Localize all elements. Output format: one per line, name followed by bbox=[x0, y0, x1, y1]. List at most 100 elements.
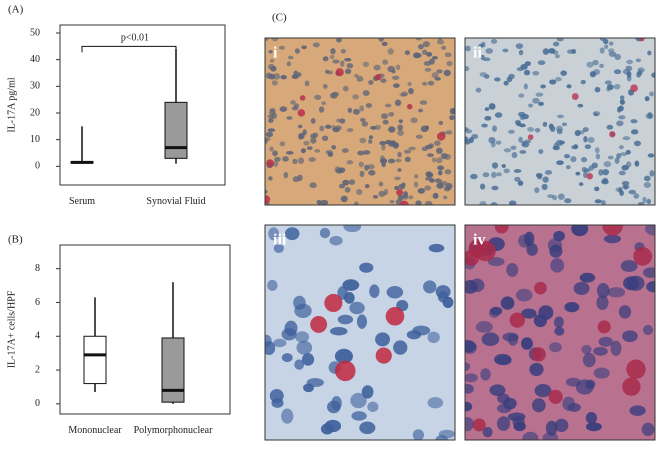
nucleus bbox=[415, 134, 423, 139]
nucleus bbox=[339, 118, 346, 124]
y-tick-label: 6 bbox=[35, 297, 40, 308]
stained-cell bbox=[472, 418, 486, 432]
nucleus bbox=[492, 125, 497, 132]
y-tick-label: 0 bbox=[35, 398, 40, 409]
nucleus bbox=[349, 301, 365, 315]
stained-cell bbox=[375, 73, 382, 81]
nucleus bbox=[427, 397, 444, 409]
nucleus bbox=[397, 129, 404, 136]
nucleus bbox=[571, 225, 589, 237]
nucleus bbox=[465, 384, 474, 394]
nucleus bbox=[521, 337, 533, 350]
nucleus bbox=[350, 392, 367, 409]
nucleus bbox=[542, 176, 549, 183]
nucleus bbox=[314, 149, 321, 153]
nucleus bbox=[421, 146, 429, 152]
nucleus bbox=[596, 295, 609, 311]
nucleus bbox=[484, 107, 490, 111]
nucleus bbox=[630, 129, 639, 135]
nucleus bbox=[494, 112, 503, 118]
nucleus bbox=[567, 403, 581, 412]
nucleus bbox=[620, 260, 638, 272]
nucleus bbox=[517, 180, 524, 186]
nucleus bbox=[329, 54, 335, 60]
micrograph bbox=[465, 225, 655, 440]
nucleus bbox=[397, 194, 404, 201]
panel-label: (A) bbox=[8, 4, 24, 16]
nucleus bbox=[310, 118, 316, 124]
nucleus bbox=[465, 401, 473, 412]
stained-cell bbox=[597, 320, 611, 334]
nucleus bbox=[352, 108, 360, 115]
nucleus bbox=[312, 42, 320, 48]
nucleus bbox=[649, 91, 654, 97]
nucleus bbox=[626, 59, 634, 65]
nucleus bbox=[361, 121, 369, 127]
nucleus bbox=[471, 133, 479, 139]
nucleus bbox=[557, 114, 564, 119]
y-tick-label: 2 bbox=[35, 364, 40, 375]
nucleus bbox=[420, 125, 429, 133]
nucleus bbox=[335, 168, 343, 174]
nucleus bbox=[294, 48, 300, 54]
nucleus bbox=[487, 257, 505, 267]
nucleus bbox=[519, 150, 527, 154]
nucleus bbox=[592, 59, 599, 66]
nucleus bbox=[470, 173, 478, 180]
nucleus bbox=[480, 183, 486, 190]
nucleus bbox=[269, 146, 274, 152]
nucleus bbox=[340, 60, 345, 67]
nucleus bbox=[485, 48, 494, 54]
nucleus bbox=[431, 157, 437, 163]
nucleus bbox=[542, 121, 548, 127]
nucleus bbox=[575, 171, 581, 176]
nucleus bbox=[354, 74, 359, 78]
nucleus bbox=[272, 150, 278, 157]
nucleus bbox=[273, 338, 287, 348]
nucleus bbox=[604, 44, 609, 50]
nucleus bbox=[434, 178, 442, 184]
nucleus bbox=[647, 153, 655, 158]
nucleus bbox=[306, 378, 324, 388]
nucleus bbox=[361, 385, 374, 399]
nucleus bbox=[443, 186, 451, 192]
nucleus bbox=[351, 411, 367, 421]
nucleus bbox=[301, 45, 307, 50]
y-axis-label: IL-17A pg/ml bbox=[6, 77, 17, 132]
stained-cell bbox=[633, 246, 653, 266]
nucleus bbox=[329, 327, 348, 336]
nucleus bbox=[387, 48, 394, 55]
nucleus bbox=[593, 346, 608, 356]
nucleus bbox=[635, 58, 642, 63]
nucleus bbox=[356, 188, 363, 196]
nucleus bbox=[296, 340, 313, 355]
nucleus bbox=[607, 287, 626, 298]
nucleus bbox=[549, 244, 563, 258]
nucleus bbox=[594, 199, 602, 204]
y-tick-label: 4 bbox=[35, 331, 40, 342]
nucleus bbox=[414, 174, 419, 179]
nucleus bbox=[595, 153, 601, 160]
stained-cell bbox=[396, 189, 404, 196]
nucleus bbox=[270, 65, 277, 72]
nucleus bbox=[273, 73, 281, 80]
nucleus bbox=[482, 426, 493, 438]
nucleus bbox=[427, 331, 440, 343]
nucleus bbox=[357, 150, 365, 156]
nucleus bbox=[292, 158, 298, 164]
nucleus bbox=[408, 195, 414, 200]
nucleus bbox=[491, 185, 499, 191]
nucleus bbox=[344, 57, 352, 62]
nucleus bbox=[630, 119, 638, 124]
nucleus bbox=[424, 185, 432, 191]
nucleus bbox=[404, 50, 410, 56]
nucleus bbox=[435, 147, 443, 154]
nucleus bbox=[427, 80, 435, 86]
nucleus bbox=[397, 124, 404, 131]
nucleus bbox=[291, 106, 299, 111]
nucleus bbox=[623, 276, 639, 291]
nucleus bbox=[324, 419, 342, 433]
micrograph-frame bbox=[464, 224, 656, 441]
nucleus bbox=[382, 59, 389, 65]
